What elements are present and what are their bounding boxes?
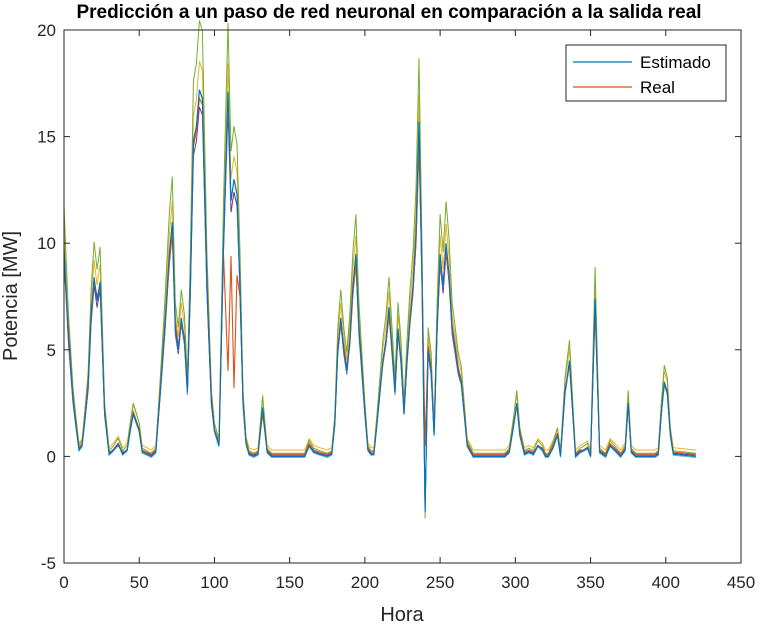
x-tick-label: 250 <box>426 573 454 592</box>
axes-box <box>63 29 742 564</box>
x-axis-ticks: 0 50 100 150 200 250 300 350 400 450 <box>59 30 755 592</box>
plot-area <box>64 30 741 563</box>
y-tick-label: 0 <box>47 447 56 466</box>
y-tick-label: 15 <box>37 128 56 147</box>
x-tick-label: 0 <box>59 573 68 592</box>
legend-box <box>565 44 727 102</box>
x-tick-label: 450 <box>727 573 755 592</box>
legend: Estimado Real <box>565 44 727 102</box>
x-tick-label: 100 <box>200 573 228 592</box>
y-axis-ticks: -5 0 5 10 15 20 <box>37 21 741 573</box>
x-tick-label: 350 <box>576 573 604 592</box>
legend-label-real: Real <box>640 78 675 97</box>
y-tick-label: 10 <box>37 234 56 253</box>
x-tick-label: 50 <box>130 573 149 592</box>
x-axis-label: Hora <box>380 604 424 626</box>
legend-label-estimado: Estimado <box>640 53 711 72</box>
x-tick-label: 400 <box>652 573 680 592</box>
x-tick-label: 150 <box>275 573 303 592</box>
y-tick-label: 20 <box>37 21 56 40</box>
x-tick-label: 200 <box>351 573 379 592</box>
series-group <box>63 20 696 519</box>
y-axis-label: Potencia [MW] <box>0 231 22 361</box>
series-line-estimado <box>63 89 696 512</box>
y-tick-label: -5 <box>41 554 56 573</box>
extra-series-line <box>63 90 696 513</box>
y-tick-label: 5 <box>47 341 56 360</box>
x-tick-label: 300 <box>501 573 529 592</box>
chart-title: Predicción a un paso de red neuronal en … <box>76 2 701 23</box>
